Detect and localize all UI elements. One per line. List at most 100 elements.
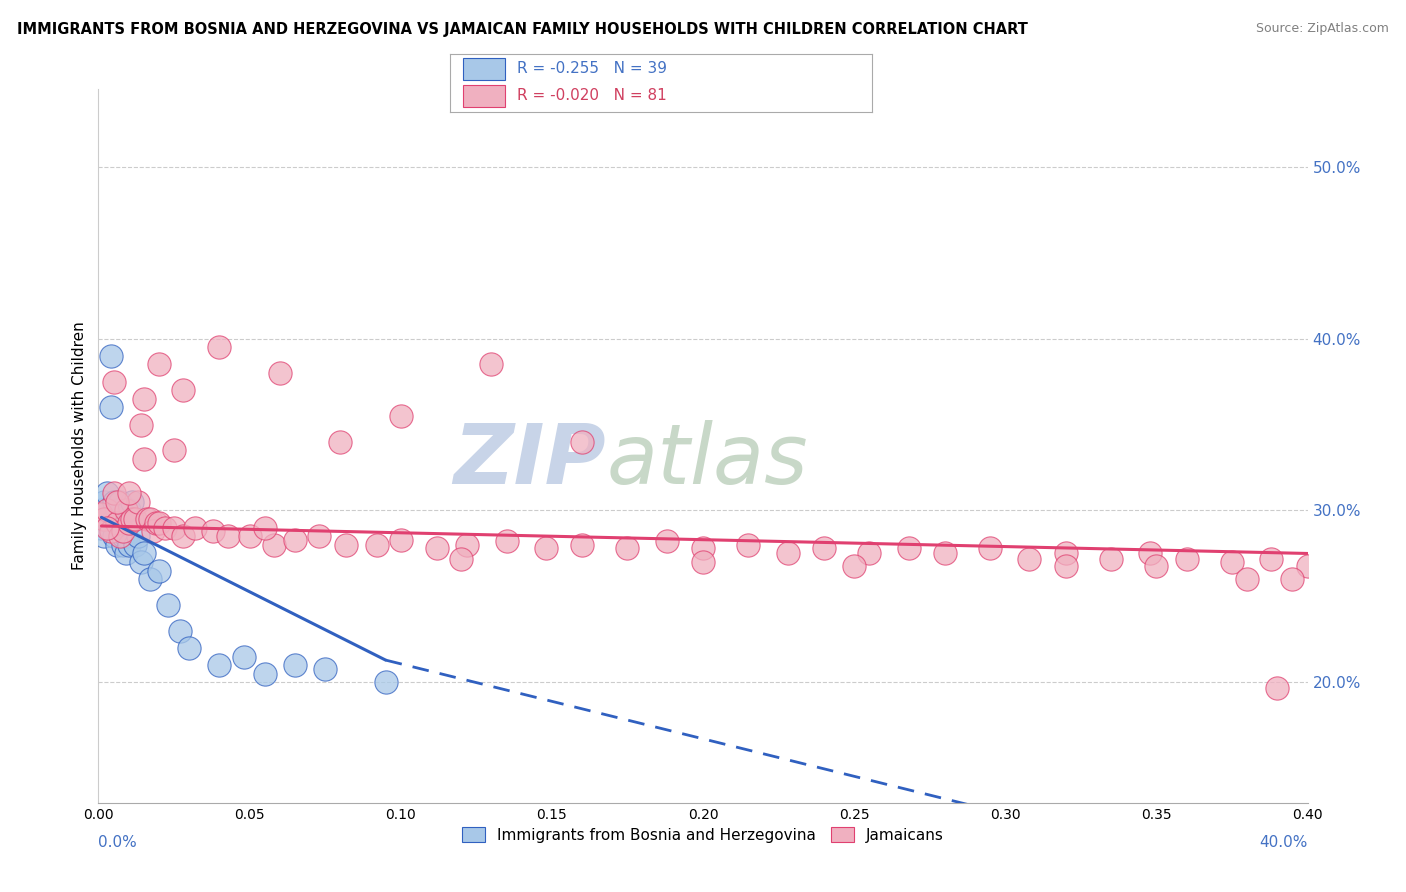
Point (132, 392, 155, 406)
Point (118, 486, 141, 500)
Point (132, 451, 155, 466)
Point (169, 624, 191, 638)
Point (153, 521, 176, 535)
Point (184, 521, 207, 535)
Point (1054, 558, 1077, 573)
Point (127, 529, 149, 543)
Point (456, 538, 478, 552)
Point (208, 340, 231, 354)
Point (366, 538, 388, 552)
Point (111, 524, 134, 538)
Point (374, 675, 396, 690)
Point (103, 512, 125, 526)
Point (232, 649, 254, 664)
Point (1099, 551, 1122, 566)
Point (139, 572, 162, 586)
Text: 0.0%: 0.0% (98, 835, 138, 850)
Point (135, 512, 157, 526)
Y-axis label: Family Households with Children: Family Households with Children (72, 322, 87, 570)
Point (495, 534, 517, 549)
Point (108, 529, 131, 543)
Point (105, 495, 128, 509)
Text: R = -0.020   N = 81: R = -0.020 N = 81 (517, 88, 668, 103)
Point (129, 417, 152, 432)
Point (124, 538, 146, 552)
Text: IMMIGRANTS FROM BOSNIA AND HERZEGOVINA VS JAMAICAN FAMILY HOUSEHOLDS WITH CHILDR: IMMIGRANTS FROM BOSNIA AND HERZEGOVINA V… (17, 22, 1028, 37)
Point (1220, 555, 1243, 569)
Point (934, 546, 956, 560)
Point (93, 529, 115, 543)
Point (103, 375, 125, 389)
Point (96, 486, 118, 500)
Text: 40.0%: 40.0% (1260, 835, 1308, 850)
Point (208, 658, 231, 673)
Point (1175, 551, 1198, 566)
Point (148, 516, 170, 530)
Point (103, 495, 125, 509)
Point (426, 541, 449, 556)
Point (111, 529, 134, 543)
Point (108, 495, 131, 509)
Point (111, 538, 134, 552)
Point (179, 641, 201, 656)
Point (96, 521, 118, 535)
Point (100, 401, 122, 415)
Bar (463, 58, 505, 79)
Text: R = -0.255   N = 39: R = -0.255 N = 39 (517, 61, 668, 76)
Point (1296, 558, 1319, 573)
Point (103, 529, 125, 543)
Point (127, 495, 149, 509)
Point (897, 541, 920, 556)
Point (93, 512, 115, 526)
Point (1236, 572, 1258, 586)
Point (108, 512, 131, 526)
Point (571, 434, 593, 449)
Point (253, 666, 276, 681)
Point (105, 538, 128, 552)
Point (1260, 551, 1282, 566)
Point (148, 357, 170, 371)
Point (284, 533, 307, 547)
Point (163, 443, 186, 458)
Point (284, 658, 307, 673)
Legend: Immigrants from Bosnia and Herzegovina, Jamaicans: Immigrants from Bosnia and Herzegovina, … (456, 821, 950, 848)
Point (100, 524, 122, 538)
Point (269, 366, 291, 380)
Point (239, 529, 262, 543)
Point (263, 538, 285, 552)
Point (692, 555, 714, 569)
Point (217, 529, 239, 543)
Point (335, 538, 357, 552)
Point (858, 546, 880, 560)
Point (114, 503, 136, 517)
Point (148, 564, 170, 578)
Point (129, 555, 152, 569)
Point (172, 383, 194, 397)
Point (103, 486, 125, 500)
Point (132, 546, 155, 560)
Point (114, 529, 136, 543)
Point (329, 434, 352, 449)
Point (93, 512, 115, 526)
Point (692, 541, 714, 556)
Point (1267, 681, 1289, 695)
Point (655, 534, 678, 549)
Point (389, 409, 412, 423)
Point (105, 503, 128, 517)
Point (172, 529, 194, 543)
Point (139, 512, 162, 526)
Point (100, 349, 122, 363)
Point (93, 495, 115, 509)
Point (616, 541, 638, 556)
Point (118, 516, 141, 530)
Point (156, 598, 179, 612)
Point (1281, 572, 1303, 586)
Point (105, 516, 128, 530)
Text: ZIP: ZIP (454, 420, 606, 500)
Point (450, 551, 472, 566)
Text: Source: ZipAtlas.com: Source: ZipAtlas.com (1256, 22, 1389, 36)
Point (96, 503, 118, 517)
Point (121, 495, 143, 509)
Point (163, 521, 186, 535)
Point (90, 521, 112, 535)
